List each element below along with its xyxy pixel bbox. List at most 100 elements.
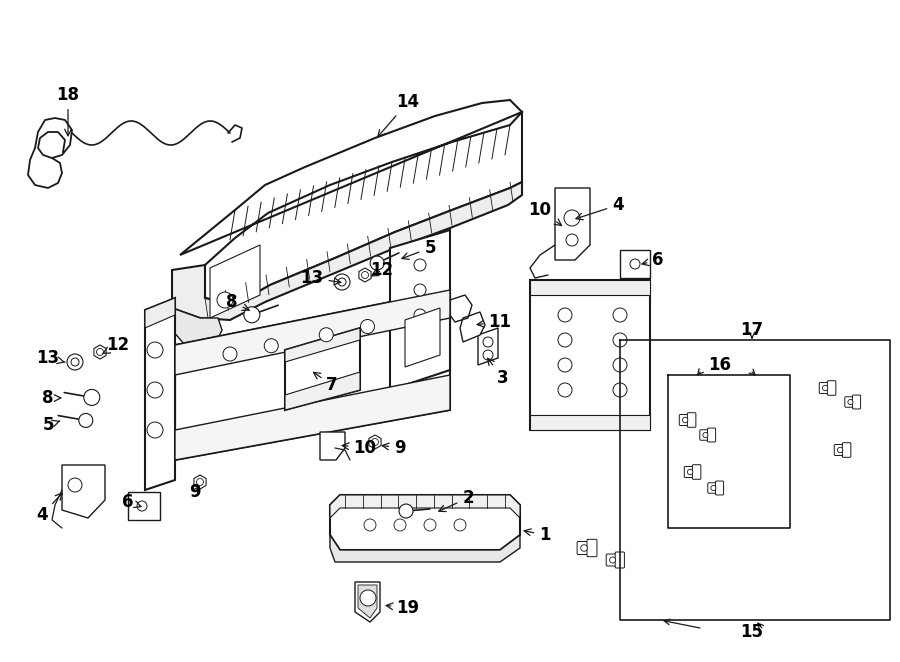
Circle shape bbox=[68, 478, 82, 492]
Text: 16: 16 bbox=[708, 356, 732, 374]
Circle shape bbox=[364, 519, 376, 531]
Circle shape bbox=[360, 590, 376, 606]
Polygon shape bbox=[128, 492, 160, 520]
Circle shape bbox=[67, 354, 83, 370]
FancyBboxPatch shape bbox=[700, 430, 713, 440]
Circle shape bbox=[454, 519, 466, 531]
Polygon shape bbox=[478, 328, 498, 365]
Circle shape bbox=[711, 485, 716, 491]
FancyBboxPatch shape bbox=[716, 481, 724, 495]
Circle shape bbox=[96, 348, 104, 355]
Polygon shape bbox=[62, 465, 105, 518]
Circle shape bbox=[558, 358, 572, 372]
Circle shape bbox=[564, 210, 580, 226]
Circle shape bbox=[362, 271, 368, 279]
Polygon shape bbox=[355, 582, 380, 622]
Circle shape bbox=[265, 339, 278, 353]
Text: 2: 2 bbox=[439, 489, 473, 512]
Polygon shape bbox=[175, 290, 450, 460]
Circle shape bbox=[558, 383, 572, 397]
Circle shape bbox=[137, 501, 147, 511]
FancyBboxPatch shape bbox=[692, 465, 701, 479]
Circle shape bbox=[372, 438, 379, 446]
FancyBboxPatch shape bbox=[842, 443, 850, 457]
Text: 8: 8 bbox=[226, 293, 249, 311]
Polygon shape bbox=[330, 495, 520, 518]
Circle shape bbox=[837, 448, 842, 453]
Circle shape bbox=[399, 504, 413, 518]
FancyBboxPatch shape bbox=[607, 554, 621, 566]
Polygon shape bbox=[94, 345, 106, 359]
Text: 9: 9 bbox=[189, 483, 201, 501]
Polygon shape bbox=[175, 375, 450, 460]
FancyBboxPatch shape bbox=[684, 467, 698, 477]
FancyBboxPatch shape bbox=[834, 444, 848, 455]
Circle shape bbox=[147, 342, 163, 358]
Circle shape bbox=[71, 358, 79, 366]
Circle shape bbox=[79, 414, 93, 428]
Circle shape bbox=[414, 284, 426, 296]
Polygon shape bbox=[145, 298, 175, 328]
Text: 7: 7 bbox=[313, 372, 338, 394]
Polygon shape bbox=[359, 268, 371, 282]
Polygon shape bbox=[390, 230, 450, 390]
Circle shape bbox=[320, 328, 333, 342]
Polygon shape bbox=[194, 475, 206, 489]
Polygon shape bbox=[369, 435, 381, 449]
Polygon shape bbox=[620, 250, 650, 278]
Circle shape bbox=[147, 382, 163, 398]
Polygon shape bbox=[330, 495, 520, 550]
FancyBboxPatch shape bbox=[577, 542, 593, 555]
Text: 17: 17 bbox=[741, 321, 763, 339]
Circle shape bbox=[613, 333, 627, 347]
Polygon shape bbox=[145, 298, 175, 490]
Circle shape bbox=[370, 256, 384, 270]
Circle shape bbox=[361, 320, 374, 334]
Polygon shape bbox=[405, 308, 440, 367]
FancyBboxPatch shape bbox=[852, 395, 860, 409]
Circle shape bbox=[414, 309, 426, 321]
Circle shape bbox=[823, 385, 828, 391]
Text: 1: 1 bbox=[524, 526, 551, 544]
Polygon shape bbox=[285, 328, 360, 410]
Polygon shape bbox=[530, 280, 650, 295]
Polygon shape bbox=[555, 188, 590, 260]
Polygon shape bbox=[530, 280, 650, 430]
Text: 15: 15 bbox=[741, 623, 763, 641]
Circle shape bbox=[682, 417, 688, 423]
Text: 13: 13 bbox=[301, 269, 341, 287]
Polygon shape bbox=[460, 312, 485, 342]
Text: 14: 14 bbox=[378, 93, 419, 137]
Circle shape bbox=[613, 308, 627, 322]
FancyBboxPatch shape bbox=[688, 412, 696, 427]
Text: 6: 6 bbox=[642, 251, 664, 269]
Circle shape bbox=[424, 519, 436, 531]
Polygon shape bbox=[172, 182, 522, 320]
Circle shape bbox=[609, 557, 616, 563]
Circle shape bbox=[688, 469, 693, 475]
Circle shape bbox=[483, 350, 493, 360]
FancyBboxPatch shape bbox=[707, 483, 721, 493]
Circle shape bbox=[580, 545, 588, 551]
Polygon shape bbox=[285, 372, 360, 410]
Polygon shape bbox=[320, 432, 345, 460]
Text: 18: 18 bbox=[57, 86, 79, 136]
Circle shape bbox=[483, 337, 493, 347]
Circle shape bbox=[217, 292, 233, 308]
Text: 8: 8 bbox=[42, 389, 61, 407]
Polygon shape bbox=[155, 330, 175, 460]
Text: 12: 12 bbox=[371, 261, 393, 279]
Circle shape bbox=[196, 479, 203, 485]
Polygon shape bbox=[180, 100, 522, 305]
Polygon shape bbox=[210, 245, 260, 318]
Circle shape bbox=[848, 399, 853, 404]
Circle shape bbox=[338, 278, 346, 286]
Circle shape bbox=[613, 383, 627, 397]
FancyBboxPatch shape bbox=[587, 540, 597, 557]
Circle shape bbox=[414, 259, 426, 271]
Circle shape bbox=[334, 274, 350, 290]
Circle shape bbox=[394, 519, 406, 531]
Text: 5: 5 bbox=[42, 416, 59, 434]
Circle shape bbox=[84, 389, 100, 405]
FancyBboxPatch shape bbox=[819, 383, 832, 393]
